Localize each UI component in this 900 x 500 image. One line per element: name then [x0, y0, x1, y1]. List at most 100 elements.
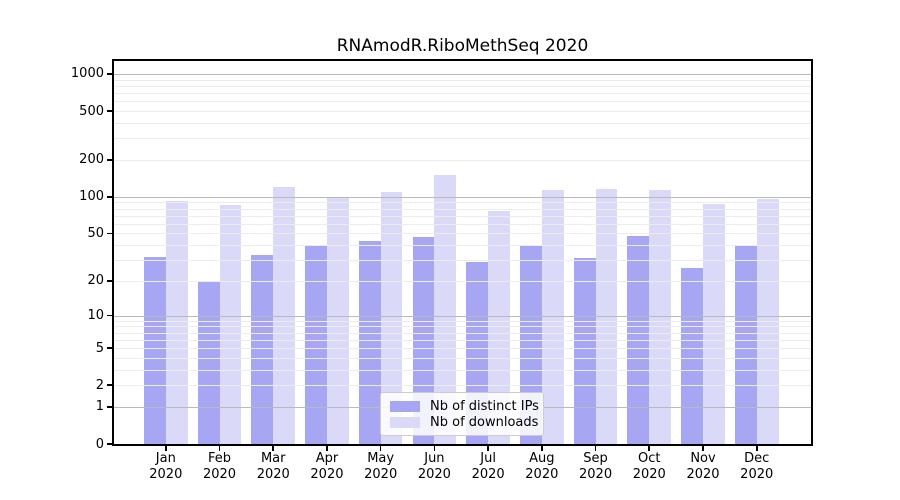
gridline-minor [114, 223, 811, 225]
gridline-minor [114, 101, 811, 103]
x-tick-mark [218, 446, 221, 451]
gridline-major [114, 315, 811, 317]
x-tick-mark [272, 446, 275, 451]
gridline-minor [114, 123, 811, 124]
y-tick-mark [107, 232, 113, 235]
bar-downloads [326, 196, 349, 444]
y-tick-mark [107, 110, 113, 112]
y-tick-label: 0 [95, 436, 104, 452]
y-tick-label: 500 [79, 103, 104, 119]
x-tick-month: Aug [529, 451, 555, 466]
bar-distinct-ips [734, 246, 757, 444]
y-tick-mark [107, 347, 113, 349]
bar-distinct-ips [358, 241, 381, 444]
legend-swatch-distinct-ips [390, 400, 420, 412]
y-tick-label: 2 [95, 377, 104, 393]
x-tick-label: Sep 2020 [564, 451, 628, 483]
x-tick-mark [648, 446, 651, 451]
x-tick-month: Sep [583, 451, 608, 466]
x-tick-mark [379, 446, 382, 451]
x-tick-mark [541, 446, 543, 451]
y-tick-mark [107, 159, 113, 161]
gridline-minor [114, 233, 811, 235]
x-tick-year: 2020 [525, 467, 559, 482]
y-tick-mark [107, 384, 113, 386]
x-tick-year: 2020 [202, 467, 237, 482]
x-tick-year: 2020 [632, 467, 666, 482]
y-tick-label: 1 [95, 399, 104, 415]
gridline-minor [114, 320, 811, 322]
x-tick-label: Jan 2020 [134, 451, 198, 483]
gridline-minor [114, 85, 811, 87]
gridline-minor [114, 202, 811, 204]
x-tick-label: Feb 2020 [188, 451, 252, 483]
chart-title: RNAmodR.RiboMethSeq 2020 [336, 36, 589, 56]
x-tick-month: Dec [744, 451, 770, 466]
bar-distinct-ips [251, 255, 274, 444]
gridlines-layer [114, 61, 811, 444]
bar-downloads [434, 174, 457, 444]
bar-downloads [541, 189, 564, 444]
x-tick-label: Nov 2020 [671, 451, 735, 483]
x-tick-month: Jun [424, 451, 445, 466]
gridline-minor [114, 138, 811, 140]
x-tick-label: Oct 2020 [617, 451, 681, 483]
y-tick-label: 200 [79, 152, 104, 168]
y-tick-mark [107, 73, 113, 75]
x-tick-month: Oct [638, 451, 661, 466]
gridline-minor [114, 348, 811, 349]
gridline-minor [114, 111, 811, 113]
x-tick-mark [594, 446, 597, 451]
x-tick-label: Jul 2020 [456, 451, 520, 483]
gridline-minor [114, 79, 811, 81]
x-tick-month: Mar [260, 451, 286, 466]
y-tick-mark [107, 280, 113, 282]
x-tick-year: 2020 [256, 467, 290, 482]
gridline-minor [114, 369, 811, 371]
y-tick-mark [107, 406, 113, 408]
y-tick-label: 50 [87, 225, 104, 241]
gridline-minor [114, 260, 811, 262]
gridline-minor [114, 357, 811, 359]
x-tick-month: Jan [155, 451, 176, 466]
x-tick-year: 2020 [310, 467, 344, 482]
x-tick-label: May 2020 [349, 451, 413, 483]
x-tick-year: 2020 [417, 467, 451, 482]
plot-area: Nb of distinct IPs Nb of downloads [112, 59, 813, 446]
x-tick-label: Dec 2020 [725, 451, 789, 483]
gridline-minor [114, 326, 811, 328]
x-tick-year: 2020 [579, 467, 613, 482]
legend-swatch-downloads [390, 416, 420, 428]
x-tick-label: Apr 2020 [295, 451, 359, 483]
x-tick-label: Jun 2020 [402, 451, 466, 483]
y-tick-mark [107, 314, 113, 317]
x-tick-year: 2020 [740, 467, 774, 482]
bar-distinct-ips [197, 280, 220, 444]
gridline-major [114, 196, 811, 198]
legend-label: Nb of distinct IPs [430, 398, 539, 414]
bar-downloads [380, 191, 403, 444]
y-tick-label: 100 [79, 189, 104, 205]
y-tick-mark [107, 196, 113, 198]
legend-label: Nb of downloads [430, 414, 539, 430]
bar-distinct-ips [681, 267, 703, 444]
gridline-minor [114, 332, 811, 334]
y-tick-label: 20 [87, 273, 104, 289]
gridline-minor [114, 160, 811, 161]
x-tick-month: Feb [208, 451, 232, 466]
gridline-minor [114, 280, 811, 282]
x-tick-mark [755, 446, 758, 451]
x-tick-mark [326, 446, 328, 451]
gridline-minor [114, 93, 811, 95]
y-tick-mark [107, 443, 113, 445]
x-tick-year: 2020 [471, 467, 505, 482]
x-tick-year: 2020 [686, 467, 720, 482]
x-tick-month: Apr [315, 451, 339, 466]
legend-item-downloads: Nb of downloads [390, 415, 538, 430]
gridline-minor [114, 245, 811, 247]
y-tick-label: 5 [95, 340, 104, 356]
bar-downloads [165, 200, 188, 444]
bar-downloads [273, 187, 296, 444]
x-tick-month: May [367, 451, 395, 466]
